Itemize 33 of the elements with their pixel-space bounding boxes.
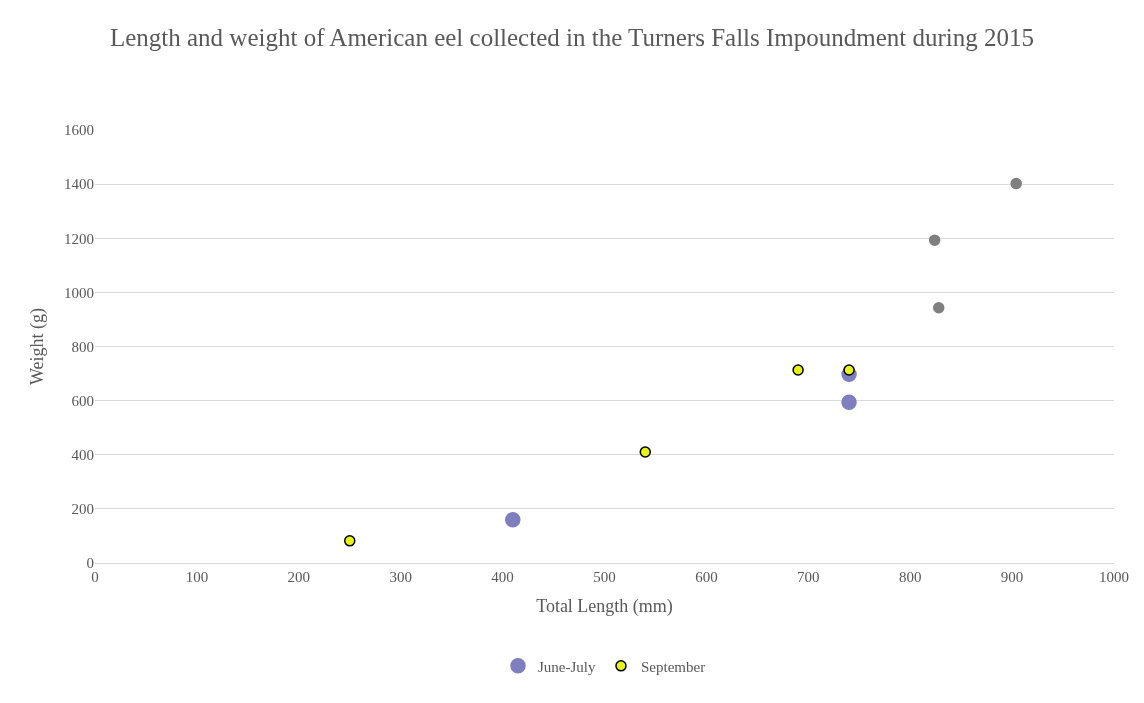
legend-label: September [641, 658, 706, 675]
point [928, 234, 941, 246]
x-tick-label: 100 [185, 569, 209, 585]
x-tick-label: 700 [797, 569, 820, 585]
x-tick-label: 500 [593, 569, 616, 585]
y-tick-label: 400 [71, 447, 94, 463]
y-tick-label: 800 [71, 338, 94, 355]
point [639, 446, 652, 458]
x-axis-title: Total Length (mm) [536, 596, 673, 618]
y-tick-label: 600 [71, 392, 94, 409]
legend-label: June-July [538, 658, 596, 675]
point [505, 511, 521, 528]
y-tick-label: 0 [86, 555, 94, 572]
point [344, 535, 356, 547]
chart-title: Length and weight of American eel collected in the Turners Falls Impoundment during 2015 [109, 23, 1035, 51]
x-tick-label: 200 [287, 569, 311, 585]
y-tick-label: 1200 [64, 230, 94, 247]
point [841, 394, 857, 410]
x-tick-label: 400 [491, 569, 514, 585]
x-tick-label: 900 [1000, 569, 1024, 585]
point [932, 302, 945, 314]
x-tick-label: 1000 [1099, 569, 1129, 585]
point [843, 364, 855, 376]
x-tick-label: 800 [898, 569, 922, 585]
y-tick-label: 1400 [64, 176, 94, 193]
y-tick-label: 1600 [64, 122, 94, 139]
y-tick-label: 200 [71, 501, 94, 518]
x-tick-label: 600 [695, 569, 718, 585]
point [792, 364, 804, 376]
point [1010, 177, 1022, 190]
y-axis-title: Weight (g) [27, 307, 49, 386]
x-tick-label: 300 [389, 569, 412, 585]
y-tick-label: 1000 [64, 284, 94, 301]
